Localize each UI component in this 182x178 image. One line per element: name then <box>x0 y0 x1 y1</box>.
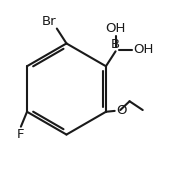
Text: B: B <box>111 38 120 51</box>
Text: OH: OH <box>105 22 126 35</box>
Text: O: O <box>116 104 127 117</box>
Text: F: F <box>17 128 25 141</box>
Text: Br: Br <box>41 15 56 28</box>
Text: OH: OH <box>133 43 153 56</box>
